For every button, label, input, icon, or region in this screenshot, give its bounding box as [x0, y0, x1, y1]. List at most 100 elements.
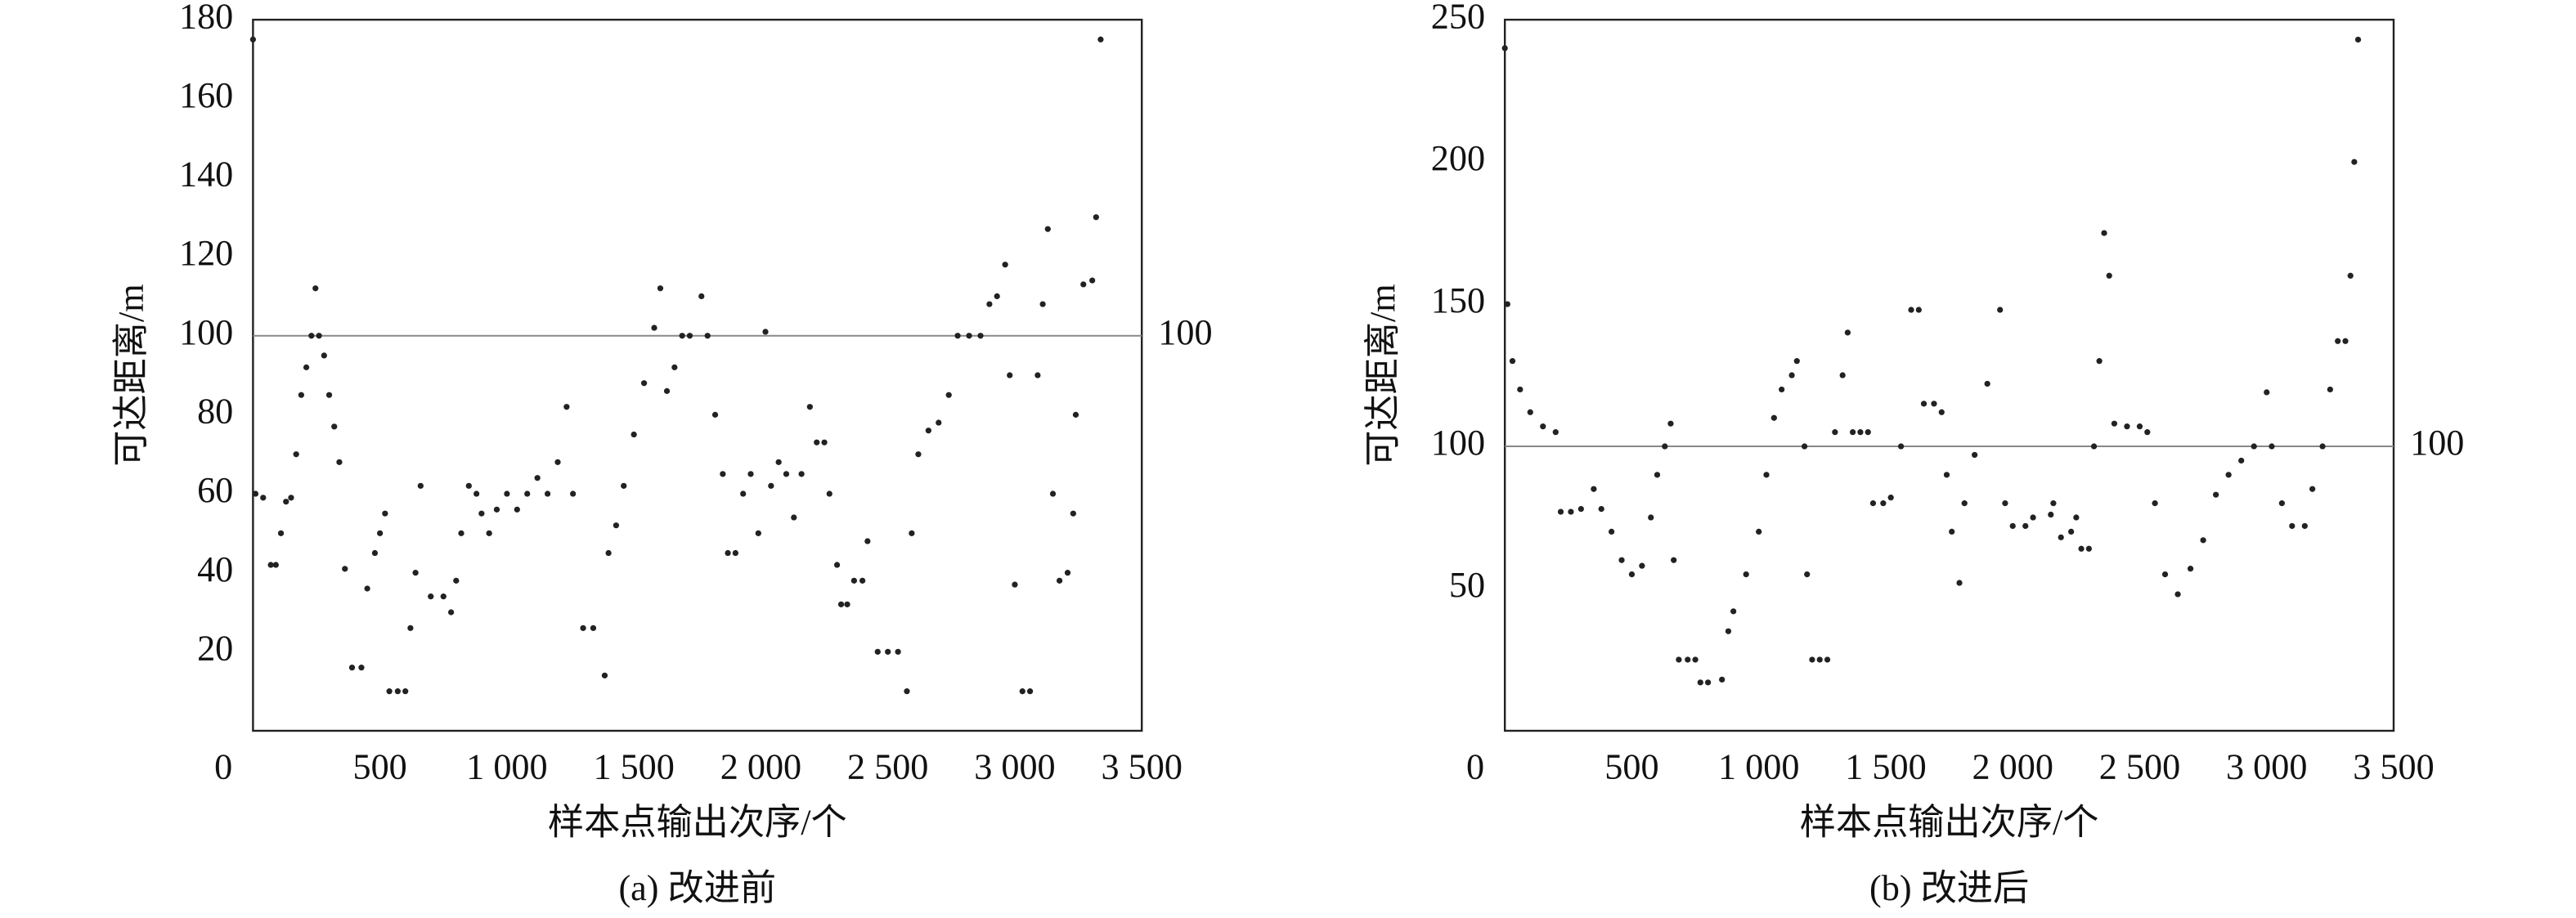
data-point — [1671, 557, 1677, 563]
x-tick-label: 0 — [214, 746, 232, 786]
data-point — [783, 471, 790, 477]
x-tick-label: 500 — [352, 746, 406, 786]
data-point — [663, 387, 671, 394]
data-point — [2278, 500, 2285, 507]
data-point — [1849, 429, 1856, 436]
y-tick-label: 120 — [179, 233, 233, 273]
data-point — [954, 333, 961, 339]
data-point — [325, 392, 333, 398]
data-point — [1618, 557, 1625, 563]
data-point — [2002, 500, 2008, 507]
data-point — [2269, 443, 2275, 450]
y-tick-label: 60 — [197, 470, 233, 510]
data-point — [1044, 226, 1051, 232]
data-point — [762, 329, 769, 335]
data-point — [1026, 688, 1034, 695]
data-point — [1938, 409, 1945, 415]
data-point — [348, 665, 356, 671]
data-point — [2152, 500, 2158, 507]
data-point — [465, 482, 472, 489]
data-point — [1648, 514, 1654, 521]
y-axis-label: 可达距离/m — [111, 284, 151, 466]
data-point — [1501, 45, 1508, 51]
data-point — [977, 333, 984, 339]
data-point — [2111, 420, 2118, 427]
y-tick-label: 200 — [1431, 138, 1485, 178]
data-point — [252, 490, 259, 497]
x-tick-label: 1 500 — [593, 746, 674, 786]
data-point — [2309, 486, 2316, 492]
data-point — [1920, 401, 1928, 407]
y-tick-label: 180 — [179, 0, 233, 36]
data-point — [1857, 429, 1864, 436]
y-tick-label: 160 — [179, 75, 233, 115]
data-point — [686, 333, 693, 339]
data-point — [316, 333, 322, 339]
y-tick-label: 50 — [1449, 565, 1485, 605]
data-point — [1093, 214, 1099, 221]
data-point — [1763, 472, 1770, 478]
data-point — [2161, 571, 2169, 578]
data-point — [504, 490, 510, 497]
data-point — [2022, 522, 2029, 530]
data-point — [2264, 389, 2270, 396]
data-point — [2251, 443, 2257, 450]
data-point — [1662, 443, 1668, 450]
data-point — [1557, 508, 1564, 515]
data-point — [1770, 414, 1777, 421]
data-point — [382, 510, 388, 517]
data-point — [293, 451, 299, 458]
data-point — [2096, 358, 2103, 365]
data-point — [909, 530, 915, 536]
x-tick-label: 2 000 — [1972, 746, 2053, 786]
data-point — [711, 411, 719, 418]
data-point — [1725, 628, 1732, 634]
data-point — [1897, 443, 1905, 450]
data-point — [336, 459, 343, 465]
data-point — [1628, 571, 1636, 578]
data-point — [308, 333, 315, 339]
data-point — [394, 688, 401, 695]
data-point — [312, 285, 319, 292]
data-point — [2048, 511, 2054, 518]
data-point — [563, 404, 570, 410]
data-point — [1730, 608, 1737, 615]
data-point — [534, 475, 541, 481]
data-point — [2073, 514, 2080, 521]
data-point — [1504, 301, 1510, 307]
data-point — [249, 36, 256, 43]
data-point — [2144, 429, 2151, 436]
data-point — [1719, 676, 1726, 683]
caption: (b) 改进后 — [1869, 868, 2029, 908]
data-point — [298, 392, 304, 398]
data-point — [826, 490, 832, 497]
data-point — [1984, 380, 1990, 387]
data-point — [1832, 429, 1838, 436]
data-point — [755, 530, 761, 536]
data-point — [493, 506, 500, 513]
data-point — [1089, 277, 1096, 284]
data-point — [1080, 281, 1087, 288]
data-point — [402, 688, 409, 695]
data-point — [1743, 571, 1749, 578]
data-point — [1509, 358, 1516, 365]
data-point — [821, 439, 828, 446]
y-tick-label: 100 — [1431, 423, 1485, 463]
x-axis-label: 样本点输出次序/个 — [1800, 803, 2099, 843]
data-point — [1949, 528, 1955, 535]
data-point — [925, 428, 931, 434]
data-point — [798, 471, 805, 477]
y-tick-label: 150 — [1431, 280, 1485, 320]
data-point — [1756, 528, 1762, 535]
data-point — [1072, 411, 1079, 418]
data-point — [945, 392, 952, 398]
data-point — [1654, 472, 1661, 478]
data-point — [570, 490, 577, 497]
data-point — [331, 423, 338, 430]
x-tick-label: 1 500 — [1845, 746, 1926, 786]
data-point — [1697, 679, 1703, 686]
data-point — [966, 333, 972, 339]
y-axis-label: 可达距离/m — [1363, 284, 1403, 466]
data-point — [1591, 486, 1597, 492]
